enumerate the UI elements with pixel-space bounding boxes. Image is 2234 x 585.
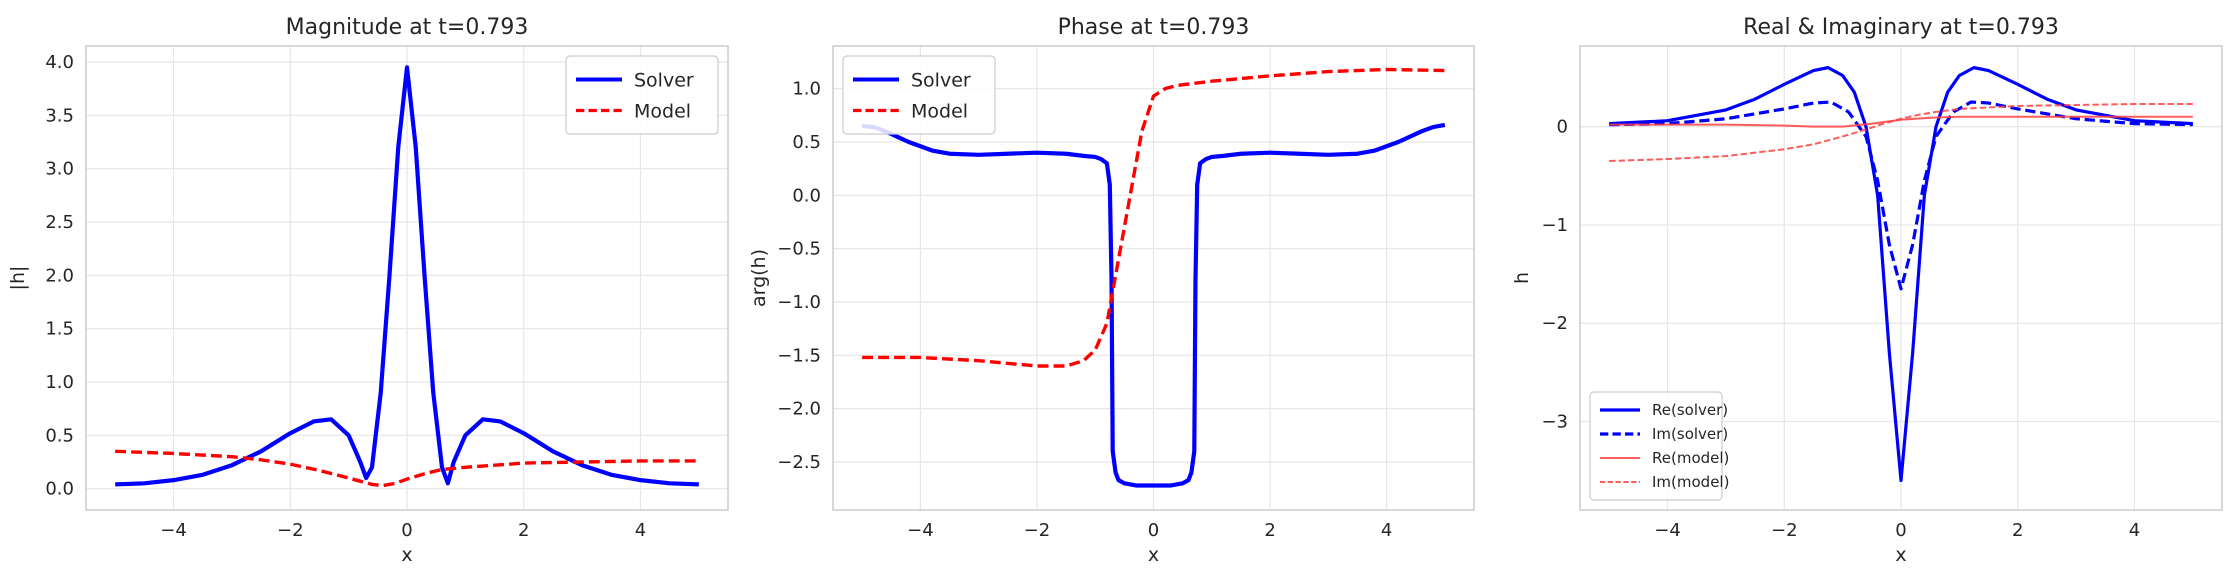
- y-axis-label: arg(h): [748, 249, 770, 307]
- y-tick-label: 1.5: [45, 319, 74, 340]
- legend: Solver Model: [565, 55, 719, 135]
- legend-label: Solver: [634, 70, 694, 92]
- y-tick-label: −2.0: [777, 399, 821, 420]
- x-tick-label: 0: [1148, 520, 1159, 541]
- x-tick-label: 0: [401, 520, 412, 541]
- y-tick-label: −2.5: [777, 452, 821, 473]
- legend-label: Model: [634, 101, 691, 123]
- y-axis-label: h: [1511, 272, 1533, 284]
- y-tick-label: 0.5: [45, 425, 74, 446]
- legend-label: Solver: [911, 70, 971, 92]
- x-tick-label: 0: [1895, 520, 1906, 541]
- y-tick-label: 3.0: [45, 159, 74, 180]
- chart-panel-2: −4 −2 0 2 4 −2.5 −2.0 −1.5 −1.0 −0.5 0.0 0.5 1.0 Phas…: [748, 15, 1475, 566]
- x-axis-label: x: [1148, 544, 1159, 566]
- y-tick-label: −1: [1541, 215, 1568, 236]
- x-tick-label: 2: [1264, 520, 1275, 541]
- chart-title: Phase at t=0.793: [1058, 15, 1250, 40]
- x-tick-label: 4: [1381, 520, 1392, 541]
- legend-box: [842, 55, 996, 135]
- series-group: [115, 65, 699, 488]
- x-axis-label: x: [401, 544, 412, 566]
- y-tick-label: 0.0: [45, 479, 74, 500]
- x-tick-label: 2: [518, 520, 529, 541]
- series-group: [1609, 66, 2193, 483]
- y-tick-label: −1.0: [777, 292, 821, 313]
- axes-frame: [832, 45, 1475, 511]
- legend-label: Model: [911, 101, 968, 123]
- y-tick-label: 3.5: [45, 105, 74, 126]
- y-tick-label: 2.0: [45, 265, 74, 286]
- series-line-im-solver-: [1609, 100, 2193, 291]
- y-tick-label: −1.5: [777, 345, 821, 366]
- series-line-solver: [861, 122, 1446, 488]
- axes-frame: [85, 45, 729, 511]
- chart-panel-3: −4 −2 0 2 4 −3 −2 −1 0 Real & Imaginary at t=0.79…: [1511, 15, 2223, 566]
- y-tick-label: 1.0: [45, 372, 74, 393]
- legend-label: Im(model): [1652, 473, 1729, 491]
- series-group: [861, 67, 1446, 488]
- series-line-re-solver-: [1609, 66, 2193, 483]
- x-axis-label: x: [1895, 544, 1906, 566]
- y-tick-label: 1.0: [792, 79, 821, 100]
- y-tick-label: 0.0: [792, 185, 821, 206]
- x-tick-label: −2: [1024, 520, 1051, 541]
- legend-box: [565, 55, 719, 135]
- legend: Solver Model: [842, 55, 996, 135]
- legend-label: Im(solver): [1652, 425, 1728, 443]
- y-tick-label: 2.5: [45, 212, 74, 233]
- x-tick-label: 2: [2012, 520, 2023, 541]
- x-tick-label: −4: [160, 520, 187, 541]
- y-tick-label: 0: [1557, 117, 1568, 138]
- x-tick-label: 4: [2129, 520, 2140, 541]
- chart-title: Real & Imaginary at t=0.793: [1743, 15, 2059, 40]
- x-tick-label: −2: [1771, 520, 1798, 541]
- legend: Re(solver) Im(solver) Re(model) Im(model): [1589, 391, 1729, 501]
- x-tick-label: 4: [635, 520, 646, 541]
- y-tick-label: −2: [1541, 313, 1568, 334]
- axes-frame: [1579, 45, 2223, 511]
- x-tick-label: −2: [277, 520, 304, 541]
- legend-box: [1589, 391, 1723, 501]
- series-line-model: [862, 67, 1445, 368]
- x-tick-label: −4: [907, 520, 934, 541]
- y-tick-label: 0.5: [792, 132, 821, 153]
- y-axis-label: |h|: [7, 266, 29, 291]
- series-line-im-model-: [1609, 103, 2193, 163]
- series-line-solver: [115, 65, 699, 487]
- series-line-model: [115, 449, 699, 488]
- chart-title: Magnitude at t=0.793: [286, 15, 529, 40]
- legend-label: Re(model): [1652, 449, 1729, 467]
- y-tick-label: −3: [1541, 412, 1568, 433]
- x-tick-label: −4: [1654, 520, 1681, 541]
- chart-panel-1: −4 −2 0 2 4 0.0 0.5 1.0 1.5 2.0 2.5 3.0 3.5 4.0 Magnit…: [7, 15, 729, 566]
- y-tick-label: 4.0: [45, 52, 74, 73]
- y-tick-label: −0.5: [777, 239, 821, 260]
- legend-label: Re(solver): [1652, 401, 1728, 419]
